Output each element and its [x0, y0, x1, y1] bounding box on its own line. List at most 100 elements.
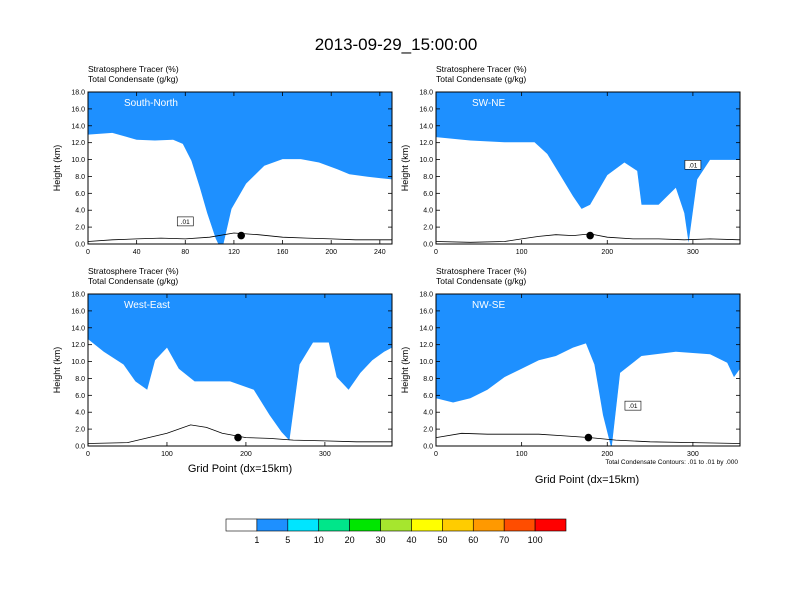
x-tick-label: 120: [228, 249, 240, 256]
location-marker: [234, 433, 242, 442]
x-tick-label: 100: [516, 249, 528, 256]
y-tick-label: 0.0: [423, 242, 433, 249]
panel-label: South-North: [124, 98, 178, 109]
contour-note: Total Condensate Contours: .01 to .01 by…: [605, 459, 738, 466]
panel-subtitle-condensate: Total Condensate (g/kg): [88, 276, 178, 286]
plot-area: [88, 92, 392, 244]
colorbar: 1 5 10 20 30 40 50 60 70 100: [225, 518, 567, 545]
y-tick-label: 8.0: [423, 376, 433, 383]
y-tick-label: 16.0: [71, 308, 85, 315]
x-tick-label: 300: [319, 451, 331, 458]
panel-subtitle-tracer: Stratosphere Tracer (%): [436, 64, 527, 74]
x-tick-label: 40: [133, 249, 141, 256]
colorbar-swatch: [411, 518, 443, 532]
panel-label: SW-NE: [472, 98, 505, 109]
y-tick-label: 8.0: [75, 376, 85, 383]
y-tick-label: 2.0: [75, 225, 85, 232]
colorbar-swatch: [225, 518, 258, 532]
tracer-band: [436, 92, 740, 243]
colorbar-label: 60: [468, 535, 478, 545]
y-tick-label: 14.0: [71, 325, 85, 332]
location-marker: [584, 433, 593, 442]
y-tick-label: 6.0: [423, 393, 433, 400]
y-tick-label: 0.0: [423, 444, 433, 451]
x-tick-label: 300: [687, 451, 699, 458]
y-tick-label: 10.0: [419, 359, 433, 366]
tracer-band: [436, 294, 740, 446]
y-tick-label: 10.0: [419, 157, 433, 164]
y-tick-label: 16.0: [71, 106, 85, 113]
x-tick-label: 0: [86, 451, 90, 458]
colorbar-label: 30: [376, 535, 386, 545]
contour-label: .01: [628, 403, 637, 410]
x-tick-label: 200: [601, 451, 613, 458]
y-tick-label: 2.0: [75, 427, 85, 434]
plot-frame: [87, 293, 393, 447]
colorbar-label: 40: [406, 535, 416, 545]
plot-frame: [435, 293, 741, 447]
y-tick-label: 0.0: [75, 242, 85, 249]
colorbar-swatch: [349, 518, 381, 532]
x-tick-label: 240: [374, 249, 386, 256]
y-axis-label: Height (km): [400, 347, 410, 394]
y-tick-label: 12.0: [71, 140, 85, 147]
colorbar-swatch: [287, 518, 320, 532]
terrain-contour: [436, 233, 740, 243]
contour-label-box: [624, 400, 642, 411]
panel-subtitle-tracer: Stratosphere Tracer (%): [88, 266, 179, 276]
colorbar-label: 5: [285, 535, 290, 545]
y-tick-label: 14.0: [419, 325, 433, 332]
panel-label: NW-SE: [472, 300, 505, 311]
contour-label: .01: [688, 162, 697, 169]
x-tick-label: 0: [434, 451, 438, 458]
x-tick-label: 200: [325, 249, 337, 256]
plot-area: [88, 294, 392, 446]
y-axis-label: Height (km): [52, 145, 62, 192]
x-tick-label: 100: [161, 451, 173, 458]
x-tick-label: 200: [240, 451, 252, 458]
y-tick-label: 14.0: [419, 123, 433, 130]
y-axis-label: Height (km): [400, 145, 410, 192]
tracer-band: [88, 92, 392, 244]
y-tick-label: 2.0: [423, 225, 433, 232]
terrain-contour: [88, 232, 392, 242]
colorbar-swatch: [534, 518, 567, 532]
colorbar-swatch: [442, 518, 474, 532]
x-tick-label: 300: [687, 249, 699, 256]
y-tick-label: 6.0: [75, 393, 85, 400]
chart-panel: West-East Stratosphere Tracer (%)Total Co…: [52, 266, 393, 458]
chart-panel: SW-NE Stratosphere Tracer (%)Total Conden…: [400, 64, 741, 256]
location-marker: [586, 231, 594, 240]
panel-subtitle-tracer: Stratosphere Tracer (%): [436, 266, 527, 276]
x-axis-label-right: Grid Point (dx=15km): [535, 474, 639, 486]
colorbar-label: 20: [345, 535, 355, 545]
plot-frame: [435, 91, 741, 245]
y-tick-label: 18.0: [71, 90, 85, 97]
x-tick-label: 200: [601, 249, 613, 256]
y-tick-label: 12.0: [71, 342, 85, 349]
colorbar-label: 1: [254, 535, 259, 545]
terrain-contour: [88, 424, 392, 444]
y-tick-label: 4.0: [75, 208, 85, 215]
y-axis-label: Height (km): [52, 347, 62, 394]
panel-label: West-East: [124, 300, 170, 311]
x-axis-label-left: Grid Point (dx=15km): [188, 463, 292, 475]
y-tick-label: 6.0: [75, 191, 85, 198]
colorbar-label: 100: [528, 535, 543, 545]
contour-label-box: [684, 160, 702, 170]
colorbar-swatch: [256, 518, 289, 532]
panel-subtitle-condensate: Total Condensate (g/kg): [436, 276, 526, 286]
x-tick-label: 80: [181, 249, 189, 256]
y-tick-label: 4.0: [423, 410, 433, 417]
colorbar-swatch: [472, 518, 505, 532]
location-marker: [237, 231, 246, 240]
y-tick-label: 6.0: [423, 191, 433, 198]
y-tick-label: 18.0: [419, 292, 433, 299]
colorbar-label: 50: [437, 535, 447, 545]
terrain-contour: [436, 432, 740, 444]
plot-area: [436, 294, 740, 446]
y-tick-label: 10.0: [71, 157, 85, 164]
y-tick-label: 4.0: [423, 208, 433, 215]
